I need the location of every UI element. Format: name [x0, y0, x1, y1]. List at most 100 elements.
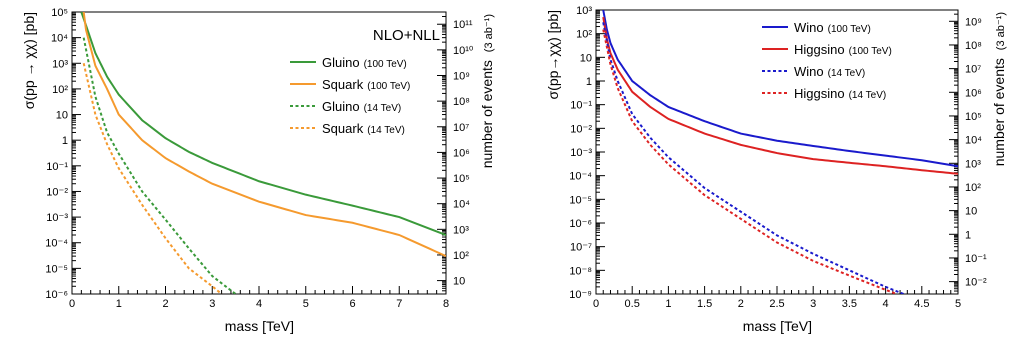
- legend-name: Squark: [322, 121, 364, 136]
- plot-frame: [595, 9, 959, 295]
- x-tick-label: 3.5: [842, 298, 857, 310]
- y-tick-label: 10⁻⁷: [570, 242, 592, 254]
- series-line-higgsino-dashed: [602, 29, 897, 294]
- y2-tick-label: 1: [965, 229, 971, 241]
- legend-label: Wino (14 TeV): [794, 64, 865, 79]
- y2-tick-label: 10: [453, 276, 465, 288]
- y2-tick-label: 10³: [453, 224, 469, 236]
- x-tick-label: 8: [443, 298, 449, 310]
- x-tick-label: 0: [69, 298, 75, 310]
- legend-energy: (100 TeV): [364, 59, 407, 70]
- legend-label: Gluino (100 TeV): [322, 55, 407, 70]
- legend-name: Higgsino: [794, 86, 845, 101]
- y2-axis-label-main: number of events: [991, 58, 1007, 166]
- y2-tick-label: 10⁻²: [965, 277, 987, 289]
- x-tick-label: 1.5: [697, 298, 712, 310]
- x-tick-label: 1: [665, 298, 671, 310]
- y2-tick-label: 10⁵: [965, 111, 982, 123]
- legend-name: Squark: [322, 77, 364, 92]
- legend-name: Gluino: [322, 55, 360, 70]
- legend-name: Wino: [794, 64, 824, 79]
- left-chart: 0 1 2 3 4 5 6 7 8 10⁻⁶ 10⁻⁵ 10⁻⁴ 10⁻³ 10⁻² 10⁻¹ 1 10 10² 1…: [21, 7, 495, 334]
- y-tick-label: 1: [586, 76, 592, 88]
- y-tick-label: 10⁻⁶: [45, 289, 68, 301]
- x-tick-label: 2: [162, 298, 168, 310]
- legend-label: Gluino (14 TeV): [322, 99, 401, 114]
- y2-tick-label: 10³: [965, 158, 981, 170]
- x-tick-label: 5: [955, 298, 961, 310]
- series-line-squark-solid: [82, 12, 446, 258]
- x-tick-label: 3: [810, 298, 816, 310]
- series-line-higgsino-solid: [602, 16, 958, 175]
- legend-label: Squark (14 TeV): [322, 121, 405, 136]
- series-line-gluino-solid: [80, 12, 446, 236]
- y-tick-label: 10: [580, 52, 592, 64]
- y-tick-label: 10⁻⁴: [569, 171, 592, 183]
- y-tick-label: 10²: [576, 29, 592, 41]
- plot-frame: [71, 11, 447, 295]
- y2-tick-label: 10⁷: [965, 64, 981, 76]
- x-tick-label: 2: [738, 298, 744, 310]
- legend-energy: (14 TeV): [364, 103, 402, 114]
- y2-tick-label: 10⁻¹: [965, 253, 987, 265]
- legend-energy: (14 TeV): [828, 68, 866, 79]
- y-tick-label: 10⁻²: [46, 186, 68, 198]
- x-tick-label: 2.5: [769, 298, 784, 310]
- y2-axis-label-main: number of events: [479, 60, 495, 168]
- legend-label: Higgsino (100 TeV): [794, 42, 892, 57]
- y-tick-label: 10⁻³: [46, 212, 68, 224]
- legend: Gluino (100 TeV)Squark (100 TeV)Gluino (14 …: [290, 55, 410, 136]
- y2-tick-label: 10⁶: [965, 87, 982, 99]
- y2-axis-label: number of events (3 ab⁻¹): [479, 14, 495, 168]
- y-tick-label: 10⁻²: [570, 123, 592, 135]
- y-tick-label: 10³: [576, 5, 592, 17]
- series-line-squark-dashed: [82, 63, 223, 294]
- legend-energy: (100 TeV): [828, 24, 871, 35]
- y-tick-label: 10⁻⁹: [569, 289, 592, 301]
- y2-tick-label: 10⁴: [453, 199, 470, 211]
- x-tick-label: 4.5: [914, 298, 929, 310]
- legend-energy: (100 TeV): [849, 46, 892, 57]
- y2-axis-label: number of events (3 ab⁻¹): [991, 12, 1007, 166]
- y2-tick-label: 10⁵: [453, 173, 470, 185]
- y2-tick-label: 10¹⁰: [453, 45, 474, 57]
- x-axis-label: mass [TeV]: [743, 318, 812, 334]
- x-tick-label: 1: [116, 298, 122, 310]
- y2-tick-label: 10⁸: [453, 96, 470, 108]
- legend-label: Wino (100 TeV): [794, 20, 871, 35]
- legend-name: Gluino: [322, 99, 360, 114]
- y-tick-label: 10²: [52, 84, 68, 96]
- legend-energy: (14 TeV): [367, 125, 405, 136]
- x-axis-label: mass [TeV]: [225, 318, 294, 334]
- legend-label: Squark (100 TeV): [322, 77, 410, 92]
- y-tick-label: 10³: [52, 58, 68, 70]
- y-tick-label: 10⁻¹: [570, 100, 592, 112]
- x-tick-label: 4: [883, 298, 889, 310]
- y-tick-label: 10⁻⁵: [45, 263, 68, 275]
- y2-tick-label: 10⁹: [965, 16, 982, 28]
- series-line-gluino-dashed: [82, 37, 237, 294]
- y-tick-label: 10⁻⁶: [569, 218, 592, 230]
- y2-axis-label-units: (3 ab⁻¹): [483, 14, 495, 52]
- y2-tick-label: 10: [965, 206, 977, 218]
- y2-tick-label: 10⁹: [453, 71, 470, 83]
- y2-tick-label: 10⁸: [965, 40, 982, 52]
- x-tick-label: 6: [349, 298, 355, 310]
- legend-label: Higgsino (14 TeV): [794, 86, 886, 101]
- y2-tick-label: 10⁷: [453, 122, 469, 134]
- x-tick-label: 3: [209, 298, 215, 310]
- right-chart: 0 0.5 1 1.5 2 2.5 3 3.5 4 4.5 5 10⁻⁹ 10⁻⁸ 10⁻⁷ 10⁻⁶ 10⁻…: [545, 5, 1007, 334]
- legend-energy: (100 TeV): [367, 81, 410, 92]
- annotation: NLO+NLL: [373, 27, 440, 44]
- x-tick-label: 5: [303, 298, 309, 310]
- y2-tick-label: 10⁶: [453, 147, 470, 159]
- y2-axis-label-units: (3 ab⁻¹): [995, 12, 1007, 50]
- legend: Wino (100 TeV) Higgsino (100 TeV) Wino (14 Te…: [762, 20, 892, 101]
- y-tick-label: 10⁵: [51, 7, 68, 19]
- y2-tick-label: 10¹¹: [453, 19, 473, 31]
- x-tick-label: 0.5: [625, 298, 640, 310]
- y-axis-label: σ(pp → χχ) [pb]: [21, 12, 37, 109]
- y-axis-label: σ(pp→χχ) [pb]: [545, 10, 561, 99]
- legend-energy: (14 TeV): [849, 90, 887, 101]
